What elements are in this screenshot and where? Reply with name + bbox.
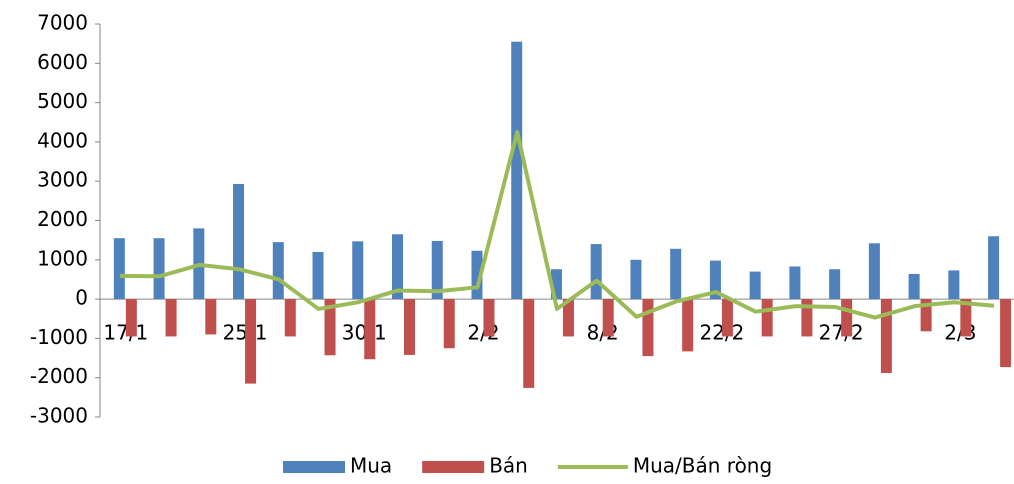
- y-tick-label: -3000: [30, 404, 88, 428]
- legend-swatch: [283, 461, 345, 473]
- bar: [841, 299, 853, 337]
- bar: [829, 269, 841, 300]
- bar: [364, 299, 376, 360]
- bar: [801, 299, 813, 337]
- bar: [324, 299, 336, 356]
- bar: [789, 266, 801, 300]
- bar: [431, 240, 443, 300]
- bar: [642, 299, 654, 357]
- bar: [988, 236, 1000, 300]
- bar: [233, 183, 245, 300]
- bar: [709, 260, 721, 300]
- bar: [284, 299, 296, 337]
- bar: [868, 243, 880, 300]
- y-tick-label: 7000: [37, 11, 88, 35]
- legend-label: Bán: [489, 454, 528, 478]
- bar: [312, 251, 324, 300]
- bar: [670, 248, 682, 300]
- bar: [960, 299, 972, 337]
- bar: [352, 241, 364, 300]
- line: [119, 130, 995, 320]
- y-tick-label: 0: [75, 286, 88, 310]
- bar: [908, 273, 920, 300]
- y-tick-label: 3000: [37, 168, 88, 192]
- bar: [721, 299, 733, 337]
- bar: [404, 299, 416, 355]
- bar: [511, 41, 523, 300]
- bar: [749, 271, 761, 300]
- bar: [550, 269, 562, 300]
- bar: [602, 299, 614, 337]
- bar: [245, 299, 257, 384]
- bar: [630, 259, 642, 300]
- y-tick-label: -2000: [30, 364, 88, 388]
- bar: [392, 234, 404, 300]
- x-tick-label: 17/1: [103, 321, 148, 345]
- bar: [165, 299, 177, 337]
- y-tick-label: -1000: [30, 325, 88, 349]
- bar: [443, 299, 455, 349]
- y-tick-label: 5000: [37, 89, 88, 113]
- y-tick-label: 4000: [37, 128, 88, 152]
- bar: [948, 270, 960, 300]
- bar: [682, 299, 694, 352]
- legend-label: Mua: [350, 454, 392, 478]
- bar: [523, 299, 535, 388]
- legend-label: Mua/Bán ròng: [633, 454, 772, 478]
- y-tick-label: 1000: [37, 246, 88, 270]
- bar: [1000, 299, 1012, 368]
- bar: [125, 299, 137, 337]
- bar: [880, 299, 892, 373]
- bar: [761, 299, 773, 337]
- bar: [920, 299, 932, 332]
- bar: [471, 250, 483, 300]
- bar: [590, 244, 602, 300]
- y-tick-label: 6000: [37, 50, 88, 74]
- legend-swatch: [422, 461, 485, 473]
- bar: [562, 299, 574, 337]
- bar: [153, 238, 165, 300]
- bar: [113, 238, 125, 300]
- y-tick-label: 2000: [37, 207, 88, 231]
- bar: [272, 242, 284, 300]
- bar: [483, 299, 495, 337]
- bar: [205, 299, 217, 335]
